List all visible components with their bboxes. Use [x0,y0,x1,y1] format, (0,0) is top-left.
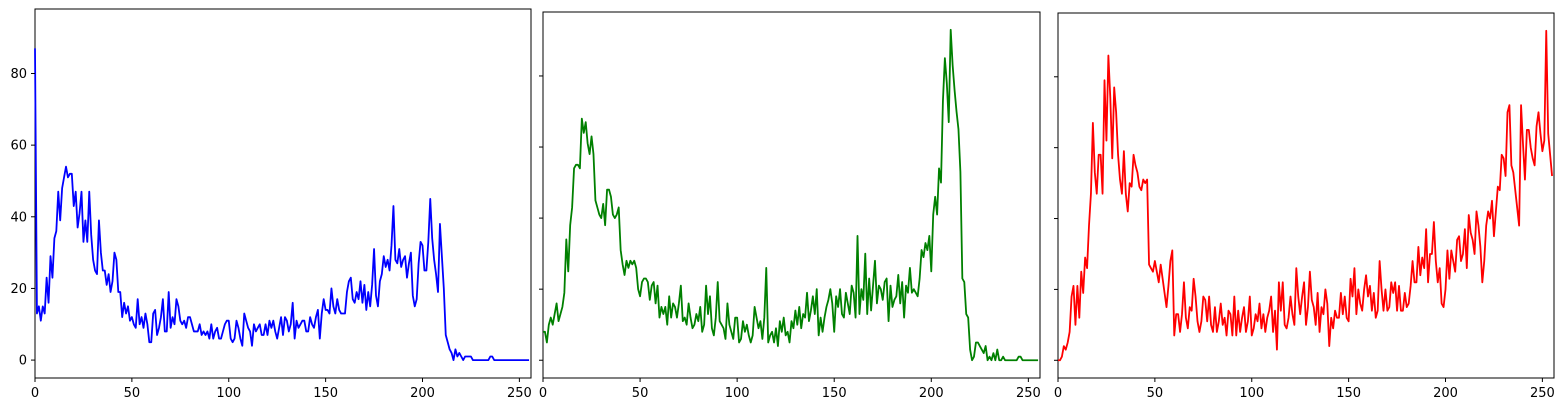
y-tick-label: 60 [10,139,27,154]
x-tick-label: 200 [1433,386,1458,401]
x-tick-label: 50 [124,386,141,401]
blue-series-line [34,48,530,361]
red-series-line [1058,29,1553,362]
plot-frame [542,11,1041,379]
x-tick-label: 150 [1336,386,1361,401]
blue-channel-histogram: 0 50 100 150 200 250 0 20 40 60 80 [10,8,532,401]
x-tick-label: 100 [725,386,750,401]
red-channel-histogram: 0 50 100 150 200 250 [1054,12,1555,401]
y-tick-label: 40 [10,210,27,225]
y-tick-label: 80 [10,67,27,82]
x-tick-label: 0 [31,386,39,401]
x-tick-label: 250 [1016,386,1041,401]
x-tick-label: 100 [216,386,241,401]
x-tick-label: 50 [1147,386,1164,401]
x-tick-label: 150 [822,386,847,401]
y-tick-label: 0 [19,354,27,369]
x-tick-label: 0 [539,386,547,401]
x-tick-label: 250 [507,386,532,401]
x-tick-label: 150 [313,386,338,401]
x-tick-label: 0 [1054,386,1062,401]
y-tick-label: 20 [10,282,27,297]
plot-frame [1057,12,1555,379]
plot-frame [34,8,532,379]
x-tick-label: 200 [410,386,435,401]
x-tick-label: 100 [1239,386,1264,401]
green-series-line [543,28,1039,362]
x-tick-label: 250 [1530,386,1555,401]
x-tick-label: 50 [632,386,649,401]
green-channel-histogram: 0 50 100 150 200 250 [539,11,1041,401]
x-tick-label: 200 [919,386,944,401]
